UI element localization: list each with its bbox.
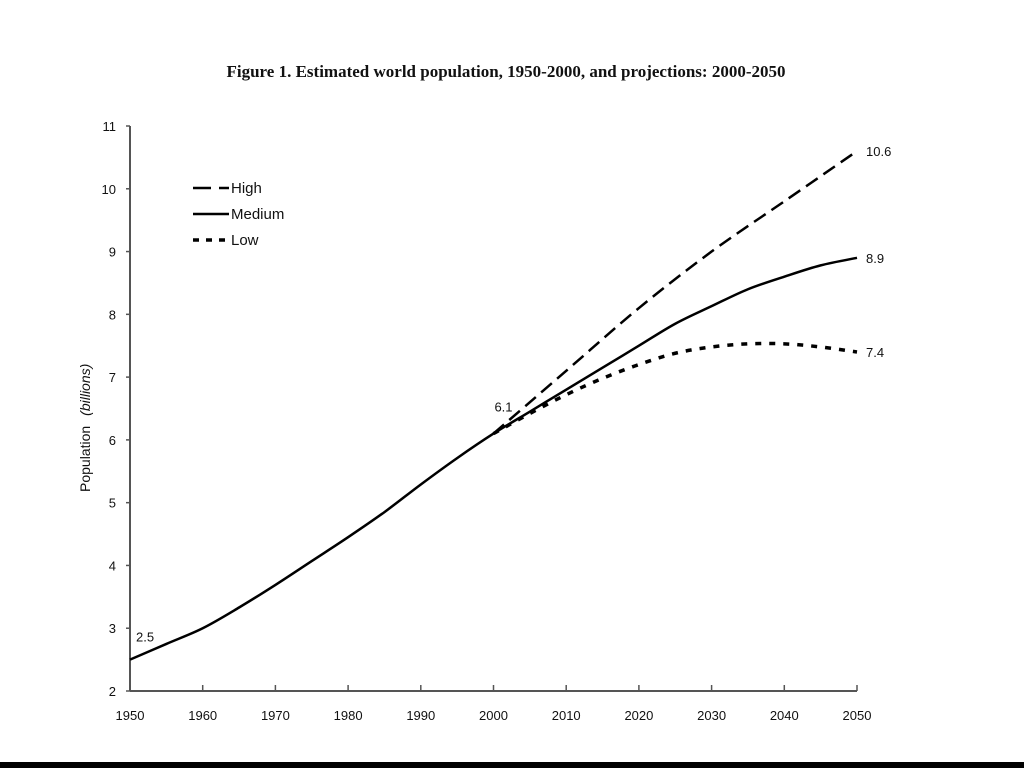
series-line-high <box>492 150 858 435</box>
annotations: 2.5 6.1 10.6 8.9 7.4 <box>136 144 891 644</box>
series-line-low <box>492 341 858 436</box>
x-tick-label: 1980 <box>334 708 363 723</box>
legend-label-high: High <box>231 180 262 197</box>
chart-title: Figure 1. Estimated world population, 19… <box>226 62 786 81</box>
x-tick-label: 2040 <box>770 708 799 723</box>
series-group <box>129 150 858 661</box>
bottom-border <box>0 762 1024 768</box>
x-tick-label: 1990 <box>406 708 435 723</box>
y-tick-label: 9 <box>109 245 116 260</box>
y-tick-label: 10 <box>102 182 116 197</box>
legend-label-low: Low <box>231 232 259 249</box>
data-label: 10.6 <box>866 144 891 159</box>
y-tick-label: 6 <box>109 433 116 448</box>
y-axis-label: Population (billions) <box>77 364 93 492</box>
y-axis-label-main: Population <box>77 426 93 492</box>
y-tick-label: 8 <box>109 307 116 322</box>
legend-label-medium: Medium <box>231 206 284 223</box>
x-tick-label: 2030 <box>697 708 726 723</box>
legend: High Medium Low <box>193 180 284 249</box>
series-line-medium <box>129 256 858 661</box>
x-tick-label: 1970 <box>261 708 290 723</box>
y-tick-label: 2 <box>109 684 116 699</box>
y-tick-label: 11 <box>103 119 117 134</box>
data-label: 7.4 <box>866 345 884 360</box>
x-tick-label: 2050 <box>843 708 872 723</box>
x-tick-label: 1950 <box>116 708 145 723</box>
y-tick-label: 5 <box>109 496 116 511</box>
y-tick-label: 3 <box>109 621 116 636</box>
y-axis-label-unit: (billions) <box>77 364 93 416</box>
axes: 2 3 4 5 6 7 8 9 10 11 1950 1960 1970 1980 1990 2000 2010… <box>77 119 871 723</box>
y-tick-label: 4 <box>109 558 116 573</box>
data-label: 6.1 <box>494 400 512 415</box>
x-tick-label: 2020 <box>624 708 653 723</box>
y-tick-label: 7 <box>109 370 116 385</box>
x-tick-label: 2000 <box>479 708 508 723</box>
x-tick-label: 1960 <box>188 708 217 723</box>
data-label: 8.9 <box>866 251 884 266</box>
x-tick-label: 2010 <box>552 708 581 723</box>
data-label: 2.5 <box>136 630 154 645</box>
